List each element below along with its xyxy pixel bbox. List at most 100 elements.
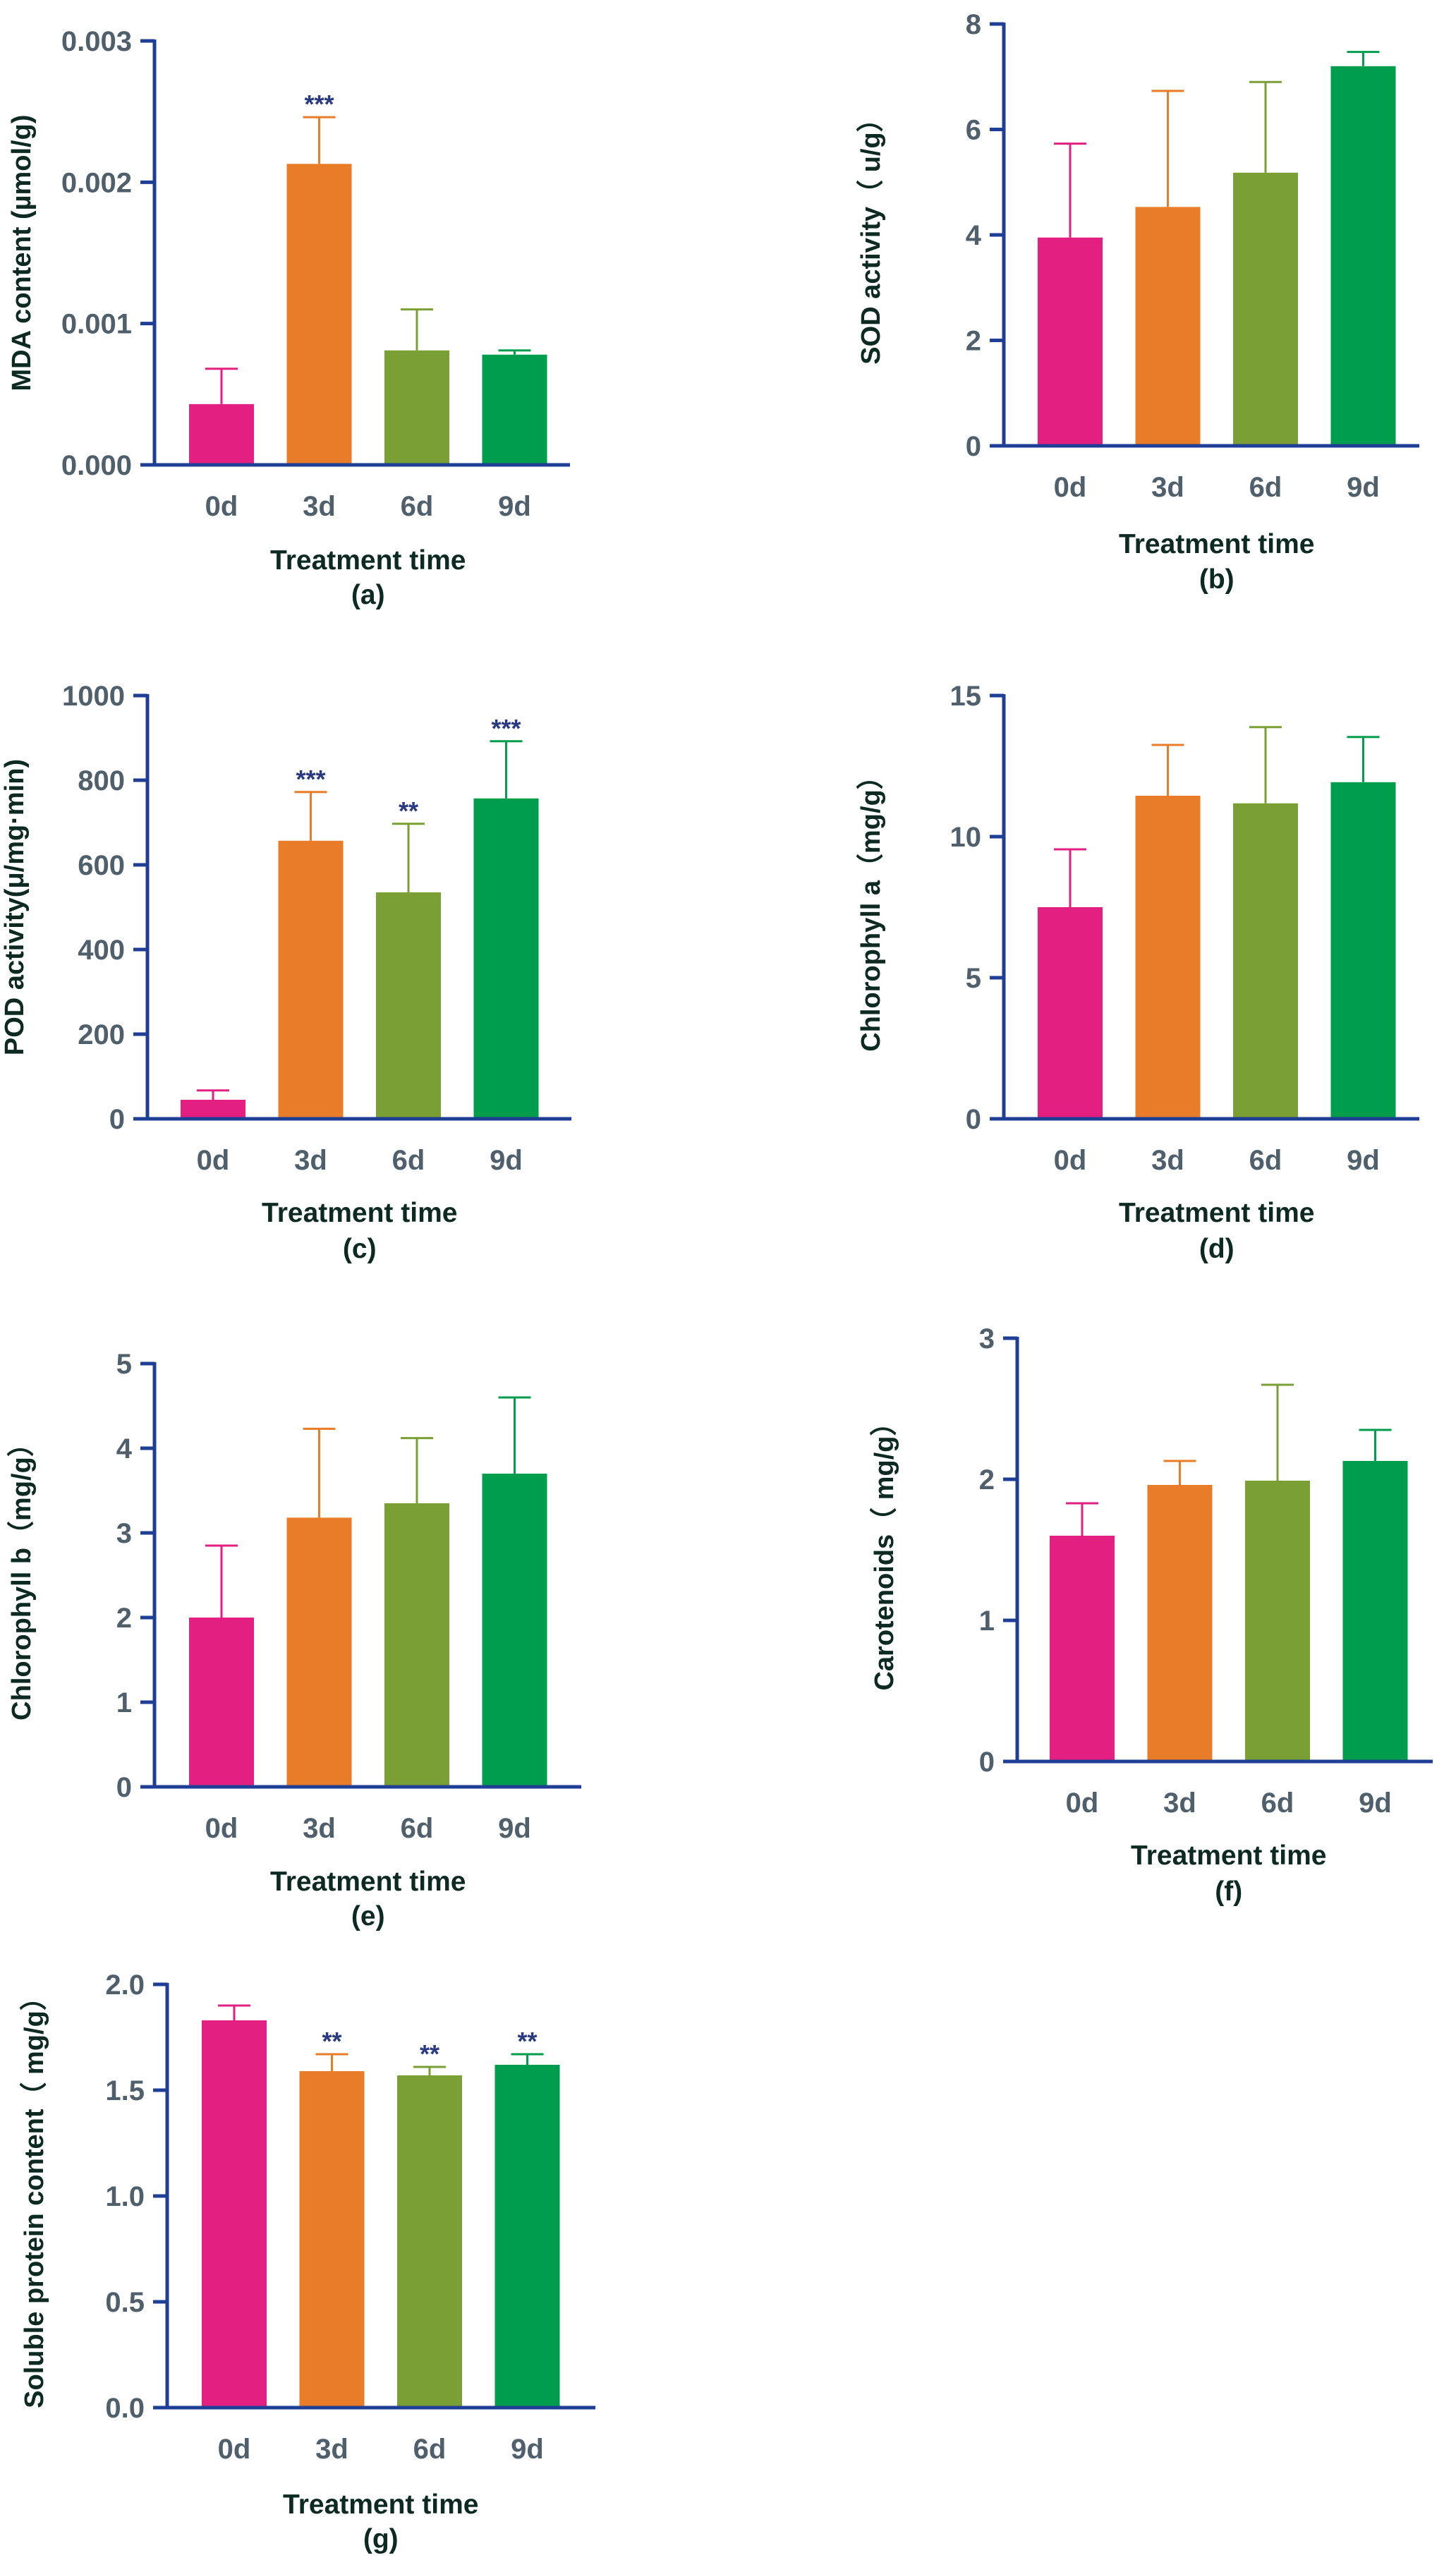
- y-tick-label-e-1: 1: [116, 1687, 132, 1718]
- x-tick-label-g-3d: 3d: [315, 2434, 348, 2465]
- x-tick-label-b-3d: 3d: [1151, 472, 1184, 503]
- x-tick-label-e-9d: 9d: [498, 1813, 531, 1844]
- x-axis-title-e: Treatment time: [270, 1867, 466, 1897]
- bar-e-6d: [384, 1503, 449, 1787]
- x-tick-label-f-9d: 9d: [1359, 1788, 1392, 1819]
- significance-mark-g-6d: **: [420, 2039, 439, 2068]
- bar-a-3d: [286, 164, 352, 466]
- chart-panel-d: 0d 3d 6d 9d 0 5 10 15 Chlorophyll a（mg/g） Treatme…: [856, 681, 1419, 1264]
- x-tick-label-a-0d: 0d: [205, 491, 238, 522]
- panel-caption-a: (a): [351, 580, 385, 610]
- significance-mark-g-3d: **: [322, 2027, 341, 2056]
- bar-c-3d: [278, 840, 344, 1119]
- significance-mark-c-3d: ***: [296, 765, 325, 794]
- y-axis-title-f: Carotenoids（ mg/g）: [870, 1409, 899, 1690]
- bar-g-0d: [202, 2020, 267, 2408]
- y-tick-label-f-3: 3: [979, 1323, 995, 1354]
- y-tick-label-c-4: 800: [78, 765, 125, 796]
- x-axis-title-d: Treatment time: [1119, 1198, 1314, 1228]
- bar-e-3d: [286, 1517, 352, 1787]
- x-tick-label-d-9d: 9d: [1347, 1145, 1380, 1176]
- x-axis-title-b: Treatment time: [1119, 529, 1314, 559]
- y-tick-label-b-2: 4: [966, 220, 982, 251]
- bar-a-0d: [189, 404, 254, 465]
- y-tick-label-f-1: 1: [979, 1606, 995, 1637]
- chart-panel-b: 0d 3d 6d 9d 0 2 4 6 8 SOD activity（ u/g） Treatment…: [856, 9, 1419, 595]
- chart-panel-c: 0d *** 3d ** 6d *** 9d 0 200 400 600 800 1000 POD act…: [0, 681, 571, 1264]
- bar-g-9d: [495, 2065, 560, 2408]
- chart-panel-a: 0d *** 3d 6d 9d 0.000 0.001 0.002 0.003 MDA conte…: [7, 26, 570, 610]
- x-tick-label-b-9d: 9d: [1347, 472, 1380, 503]
- y-axis-title-c: POD activity(μ/mg·min): [0, 759, 30, 1055]
- y-tick-label-d-2: 10: [950, 822, 982, 853]
- significance-mark-c-6d: **: [399, 796, 418, 825]
- y-axis-title-a: MDA content (µmol/g): [7, 115, 37, 392]
- bar-f-9d: [1342, 1461, 1408, 1761]
- y-tick-label-c-3: 600: [78, 850, 125, 881]
- x-tick-label-e-6d: 6d: [401, 1813, 434, 1844]
- significance-mark-c-9d: ***: [491, 714, 521, 743]
- y-tick-label-e-0: 0: [116, 1772, 132, 1803]
- x-tick-label-f-3d: 3d: [1163, 1788, 1196, 1819]
- x-tick-label-a-9d: 9d: [498, 491, 531, 522]
- y-tick-label-b-4: 8: [966, 9, 981, 40]
- bar-a-9d: [482, 354, 547, 465]
- y-tick-label-d-0: 0: [966, 1104, 981, 1135]
- x-tick-label-g-0d: 0d: [218, 2434, 251, 2465]
- y-tick-label-b-3: 6: [966, 115, 981, 146]
- x-tick-label-f-6d: 6d: [1261, 1788, 1294, 1819]
- bar-b-6d: [1233, 172, 1298, 447]
- y-tick-label-e-4: 4: [116, 1433, 133, 1464]
- y-tick-label-g-0: 0.0: [105, 2393, 145, 2424]
- x-tick-label-a-6d: 6d: [401, 491, 434, 522]
- bar-g-6d: [397, 2075, 462, 2408]
- x-tick-label-d-3d: 3d: [1151, 1145, 1184, 1176]
- panel-caption-f: (f): [1215, 1876, 1242, 1907]
- x-tick-label-e-0d: 0d: [205, 1813, 238, 1844]
- bar-f-0d: [1050, 1536, 1115, 1761]
- bar-c-9d: [473, 798, 539, 1119]
- bar-d-3d: [1135, 796, 1201, 1119]
- y-tick-label-c-1: 200: [78, 1019, 125, 1050]
- chart-panel-f: 0d 3d 6d 9d 0 1 2 3 Carotenoids（ mg/g） Treatment …: [870, 1323, 1433, 1907]
- chart-panel-e: 0d 3d 6d 9d 0 1 2 3 4 5 Chlorophyll b（mg/g） Treatme…: [7, 1349, 581, 1931]
- x-tick-label-b-6d: 6d: [1249, 472, 1282, 503]
- x-tick-label-c-6d: 6d: [392, 1145, 425, 1176]
- x-tick-label-d-0d: 0d: [1054, 1145, 1087, 1176]
- y-axis-title-e: Chlorophyll b（mg/g）: [7, 1430, 37, 1721]
- bar-b-9d: [1330, 66, 1396, 447]
- y-tick-label-g-1: 0.5: [105, 2287, 145, 2318]
- x-tick-label-e-3d: 3d: [303, 1813, 336, 1844]
- bar-f-6d: [1245, 1481, 1310, 1761]
- x-tick-label-d-6d: 6d: [1249, 1145, 1282, 1176]
- y-tick-label-e-3: 3: [116, 1518, 132, 1549]
- bar-b-0d: [1038, 237, 1103, 446]
- x-tick-label-g-6d: 6d: [413, 2434, 447, 2465]
- y-tick-label-d-3: 15: [950, 681, 982, 712]
- bar-b-3d: [1135, 207, 1201, 446]
- x-axis-title-f: Treatment time: [1131, 1840, 1326, 1871]
- x-tick-label-b-0d: 0d: [1054, 472, 1087, 503]
- y-tick-label-a-3: 0.003: [61, 26, 132, 57]
- y-tick-label-f-0: 0: [979, 1747, 995, 1778]
- y-axis-title-b: SOD activity（ u/g）: [856, 105, 886, 364]
- significance-mark-g-9d: **: [517, 2027, 537, 2056]
- x-axis-title-c: Treatment time: [262, 1198, 457, 1228]
- x-tick-label-f-0d: 0d: [1066, 1788, 1099, 1819]
- bar-c-6d: [376, 892, 441, 1119]
- y-tick-label-g-4: 2.0: [105, 1970, 145, 2001]
- x-tick-label-g-9d: 9d: [511, 2434, 544, 2465]
- y-tick-label-c-0: 0: [109, 1104, 125, 1135]
- y-tick-label-e-2: 2: [116, 1603, 132, 1634]
- bar-d-6d: [1233, 803, 1298, 1119]
- y-axis-title-d: Chlorophyll a（mg/g）: [856, 763, 886, 1052]
- y-tick-label-d-1: 5: [966, 963, 981, 994]
- panel-caption-g: (g): [363, 2524, 399, 2554]
- y-tick-label-a-0: 0.000: [61, 450, 132, 481]
- bar-d-9d: [1330, 782, 1396, 1119]
- bar-d-0d: [1038, 907, 1103, 1119]
- chart-panel-g: 0d ** 3d ** 6d ** 9d 0.0 0.5 1.0 1.5 2.0 Soluble pro…: [20, 1970, 595, 2554]
- bar-g-3d: [299, 2071, 365, 2408]
- x-tick-label-a-3d: 3d: [303, 491, 336, 522]
